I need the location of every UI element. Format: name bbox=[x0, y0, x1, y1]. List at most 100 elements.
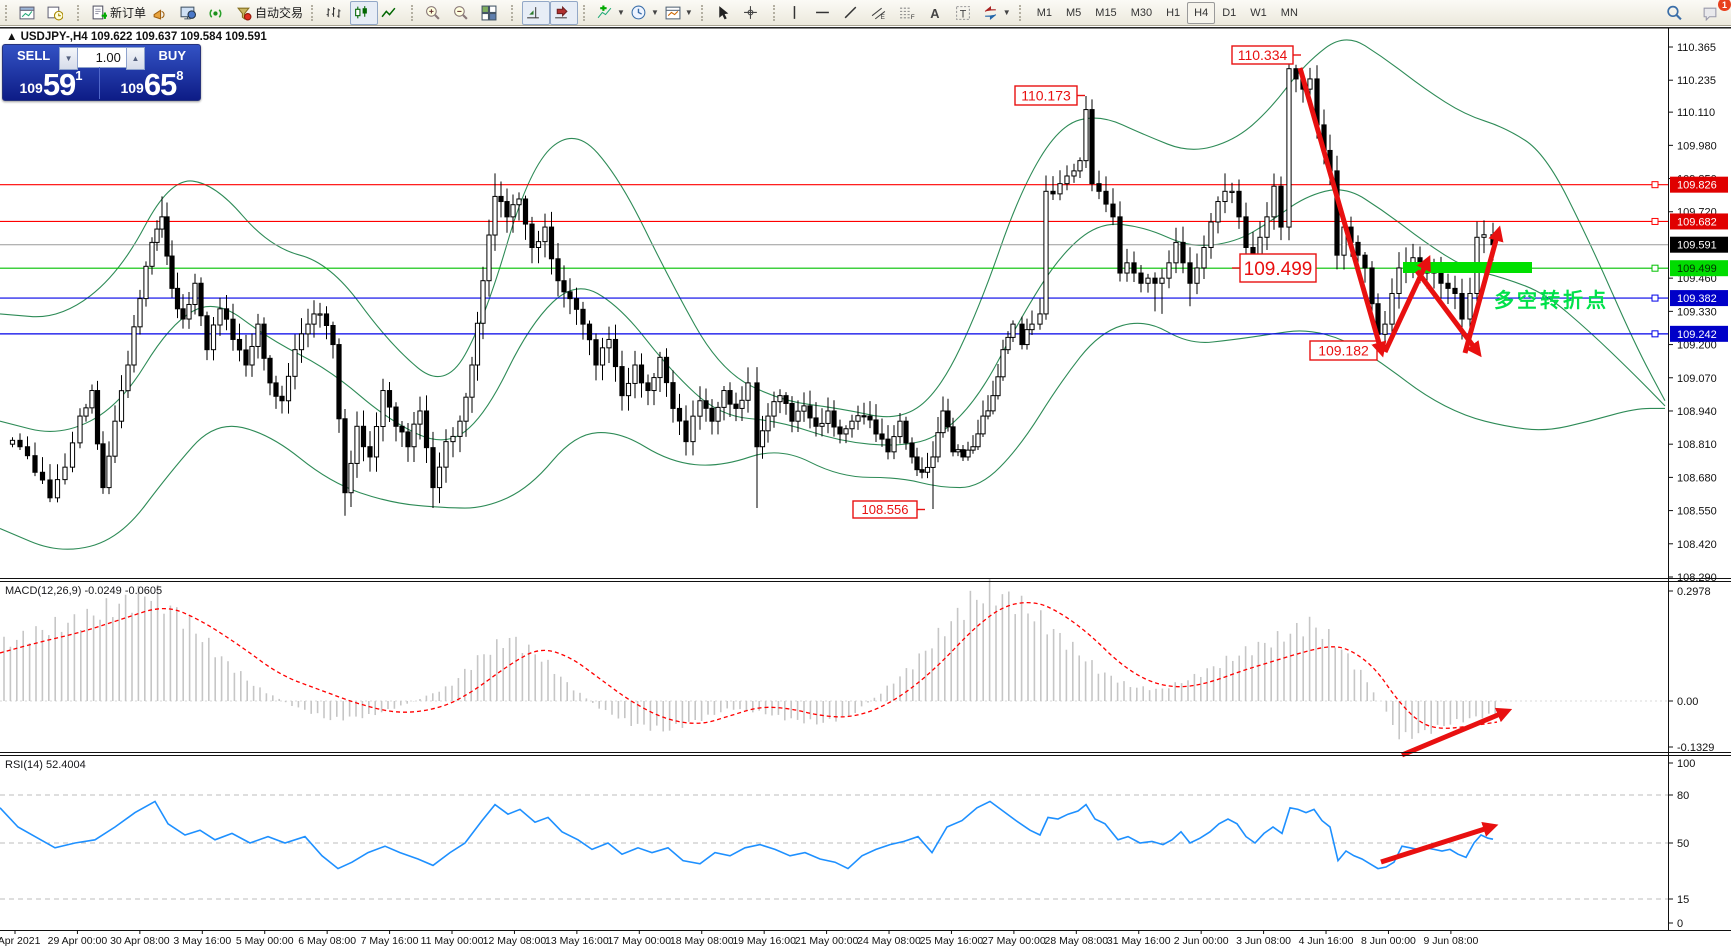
timeframe-mn-button[interactable]: MN bbox=[1280, 6, 1298, 19]
chart-border bbox=[0, 27, 1731, 28]
toolbar-group-3 bbox=[420, 0, 508, 26]
sell-price-prefix: 109 bbox=[19, 80, 43, 96]
toolbar-group-2 bbox=[320, 0, 408, 26]
buy-button[interactable]: BUY bbox=[158, 48, 186, 63]
rsi-indicator-label: RSI(14) 52.4004 bbox=[5, 759, 86, 771]
crosshair-button[interactable] bbox=[740, 1, 768, 25]
svg-text:110.110: 110.110 bbox=[1677, 107, 1715, 119]
trend-line-button[interactable] bbox=[840, 1, 868, 25]
toolbar-group-7: E F A T ▼ bbox=[782, 0, 1016, 26]
level-handle bbox=[1651, 294, 1659, 302]
tile-windows-button[interactable] bbox=[478, 1, 506, 25]
volume-down-button[interactable]: ▼ bbox=[59, 47, 79, 70]
svg-text:109.499: 109.499 bbox=[1244, 259, 1313, 280]
text-label-button[interactable]: T bbox=[952, 1, 980, 25]
trend-arrows bbox=[1297, 67, 1513, 865]
candles bbox=[9, 54, 1496, 516]
svg-text:80: 80 bbox=[1677, 790, 1689, 802]
svg-text:109.182: 109.182 bbox=[1318, 343, 1369, 359]
svg-text:F: F bbox=[911, 13, 915, 20]
vertical-line-button[interactable] bbox=[784, 1, 812, 25]
autotrade-icon bbox=[237, 7, 252, 20]
svg-text:109.499: 109.499 bbox=[1677, 263, 1717, 275]
symbol-info: ▲ USDJPY-,H4 109.622 109.637 109.584 109… bbox=[6, 31, 267, 43]
toolbar-separator bbox=[77, 4, 83, 21]
toolbar-group-6 bbox=[710, 0, 770, 26]
timeframe-m5-button[interactable]: M5 bbox=[1066, 6, 1082, 19]
fibonacci-button[interactable]: F bbox=[896, 1, 924, 25]
buy-price[interactable]: 109 65 8 bbox=[104, 67, 200, 102]
svg-text:110.235: 110.235 bbox=[1677, 75, 1716, 87]
candle-chart-mode-button[interactable] bbox=[350, 0, 379, 25]
macd-pane bbox=[0, 578, 1668, 740]
svg-text:11 May 00:00: 11 May 00:00 bbox=[421, 935, 484, 947]
svg-text:-0.1329: -0.1329 bbox=[1677, 742, 1714, 754]
svg-text:T: T bbox=[960, 8, 967, 20]
chat-button[interactable]: 1 bbox=[1699, 0, 1731, 25]
svg-text:109.242: 109.242 bbox=[1677, 329, 1717, 341]
text-button[interactable]: A bbox=[924, 1, 952, 25]
rsi-pane bbox=[0, 794, 1668, 900]
horizontal-line-button[interactable] bbox=[812, 1, 840, 25]
equidistant-channel-button[interactable]: E bbox=[868, 1, 896, 25]
timeframe-m1-button[interactable]: M1 bbox=[1036, 6, 1052, 19]
timeframe-d1-button[interactable]: D1 bbox=[1222, 6, 1237, 19]
svg-text:100: 100 bbox=[1677, 758, 1695, 770]
svg-text:109.330: 109.330 bbox=[1677, 306, 1717, 318]
terminal-button[interactable] bbox=[177, 1, 205, 25]
timeframe-m15-button[interactable]: M15 bbox=[1095, 6, 1117, 19]
sell-button[interactable]: SELL bbox=[17, 48, 51, 63]
svg-text:110.173: 110.173 bbox=[1021, 88, 1071, 104]
templates-icon bbox=[665, 6, 681, 19]
zoom-in-button[interactable] bbox=[422, 1, 450, 25]
svg-text:28 May 08:00: 28 May 08:00 bbox=[1044, 935, 1108, 947]
cursor-button[interactable] bbox=[712, 1, 740, 25]
timeframe-w1-button[interactable]: W1 bbox=[1250, 6, 1267, 19]
crosshair-icon bbox=[743, 5, 757, 19]
periods-button[interactable]: ▼ bbox=[628, 1, 662, 25]
toolbar-group-4 bbox=[520, 0, 580, 26]
timeframe-h4-button[interactable]: H4 bbox=[1187, 1, 1216, 24]
profiles-button[interactable] bbox=[44, 1, 72, 25]
line-chart-mode-button[interactable] bbox=[378, 1, 406, 25]
bar-chart-mode-button[interactable] bbox=[322, 1, 350, 25]
search-button[interactable] bbox=[1663, 1, 1691, 25]
svg-text:108.680: 108.680 bbox=[1677, 472, 1717, 484]
toolbar-separator bbox=[311, 4, 317, 21]
chart-window-button[interactable] bbox=[16, 1, 44, 25]
zoom-out-button[interactable] bbox=[450, 1, 478, 25]
svg-text:108.550: 108.550 bbox=[1677, 506, 1717, 518]
chat-icon bbox=[1703, 7, 1717, 21]
pane-separators bbox=[0, 27, 1731, 931]
dropdown-arrow-icon: ▼ bbox=[684, 8, 693, 17]
arrows-button[interactable]: ▼ bbox=[980, 1, 1014, 25]
signals-button[interactable] bbox=[205, 1, 233, 25]
templates-button[interactable]: ▼ bbox=[662, 1, 696, 25]
new-order-button[interactable]: 新订单 bbox=[88, 1, 149, 25]
buy-price-big: 65 bbox=[143, 67, 177, 102]
svg-text:7 Apr 2021: 7 Apr 2021 bbox=[0, 935, 41, 947]
volume-up-button[interactable]: ▲ bbox=[125, 47, 145, 70]
auto-scroll-icon bbox=[555, 5, 568, 18]
svg-text:109.826: 109.826 bbox=[1677, 180, 1717, 192]
alerts-button[interactable] bbox=[149, 1, 177, 25]
fibonacci-icon: F bbox=[899, 7, 915, 20]
dropdown-arrow-icon: ▼ bbox=[650, 8, 659, 17]
timeframe-m30-button[interactable]: M30 bbox=[1130, 6, 1153, 19]
level-handle bbox=[1651, 330, 1659, 338]
timeframe-h1-button[interactable]: H1 bbox=[1166, 6, 1181, 19]
auto-scroll-button[interactable] bbox=[550, 0, 579, 25]
autotrade-button[interactable]: 自动交易 bbox=[233, 1, 306, 25]
zoom-out-icon bbox=[454, 5, 468, 20]
arrows-icon bbox=[984, 5, 996, 20]
horizontal-line-icon bbox=[815, 11, 829, 13]
sell-price[interactable]: 109 59 1 bbox=[3, 67, 100, 100]
chart-shift-button[interactable] bbox=[522, 0, 551, 25]
indicators-button[interactable]: ▼ bbox=[594, 1, 628, 25]
toolbar-separator bbox=[511, 4, 517, 21]
svg-text:109.200: 109.200 bbox=[1677, 340, 1717, 352]
volume-input[interactable]: 1.00 bbox=[78, 47, 126, 68]
svg-text:17 May 00:00: 17 May 00:00 bbox=[607, 935, 671, 947]
